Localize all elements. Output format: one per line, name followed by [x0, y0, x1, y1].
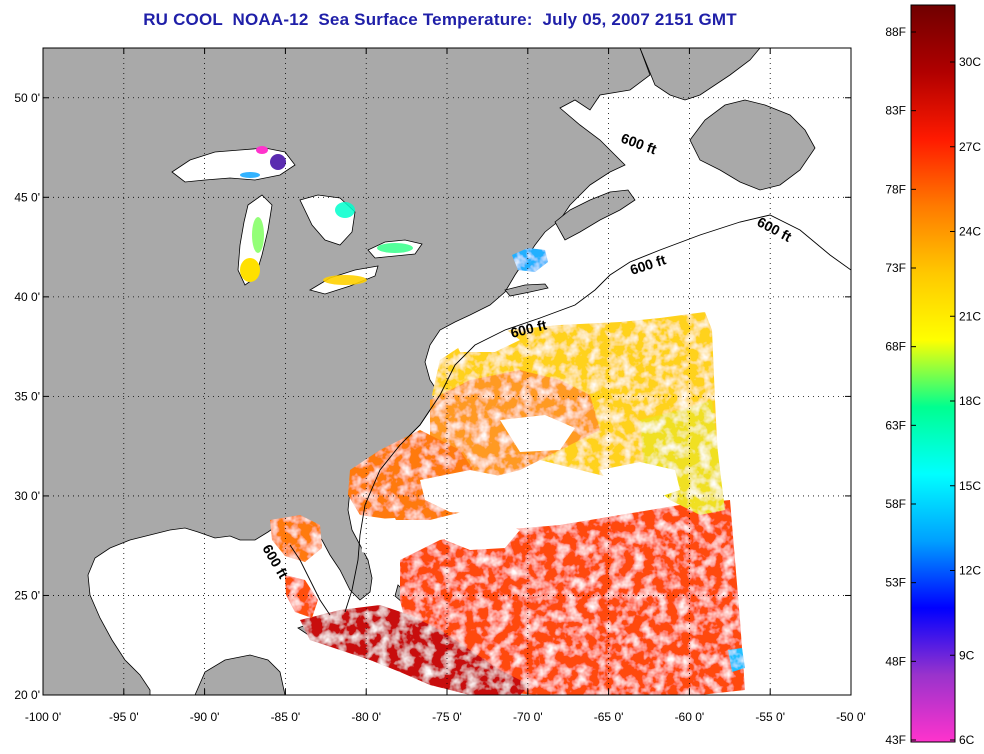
- lake-superior: [171, 147, 296, 183]
- colorbar-fahrenheit-labels: 88F 83F 78F 73F 68F 63F 58F 53F 48F 43F: [885, 25, 916, 747]
- lat-tick-label: 20 0': [14, 688, 40, 702]
- colorbar-f-label: 78F: [885, 182, 906, 196]
- colorbar-c-label: 18C: [959, 394, 981, 408]
- lon-tick-label: -80 0': [351, 710, 381, 724]
- longitude-axis-labels: -100 0' -95 0' -90 0' -85 0' -80 0' -75 0' -70…: [25, 710, 866, 724]
- lake-superior-sst-patch-3: [240, 172, 260, 178]
- sst-cold-coastal-patch: [512, 248, 548, 272]
- colorbar-c-label: 24C: [959, 225, 981, 239]
- colorbar: [910, 4, 956, 743]
- great-lakes: [171, 146, 423, 295]
- yucatan-land: [194, 654, 286, 695]
- lon-tick-label: -65 0': [594, 710, 624, 724]
- cloud-gap-5: [360, 518, 405, 560]
- colorbar-f-label: 88F: [885, 25, 906, 39]
- axis-ticks: [42, 48, 852, 696]
- lake-michigan-sst-patch: [240, 258, 260, 282]
- lon-tick-label: -90 0': [190, 710, 220, 724]
- colorbar-f-label: 68F: [885, 340, 906, 354]
- lake-erie-sst-patch: [323, 275, 367, 285]
- lon-tick-label: -85 0': [271, 710, 301, 724]
- lake-michigan-sst-patch-2: [252, 217, 264, 253]
- colorbar-c-label: 21C: [959, 309, 981, 323]
- cloud-gap-1: [420, 470, 520, 515]
- lat-tick-label: 50 0': [14, 91, 40, 105]
- lon-tick-label: -50 0': [836, 710, 866, 724]
- lat-tick-label: 45 0': [14, 190, 40, 204]
- sst-field: [270, 248, 745, 695]
- map-title: RU COOL NOAA-12 Sea Surface Temperature:…: [143, 10, 737, 29]
- lon-tick-label: -95 0': [109, 710, 139, 724]
- long-island-land: [504, 283, 549, 297]
- lat-tick-label: 30 0': [14, 489, 40, 503]
- sst-caribbean-deep-red: [300, 605, 530, 695]
- colorbar-f-label: 73F: [885, 261, 906, 275]
- lon-tick-label: -55 0': [755, 710, 785, 724]
- colorbar-f-label: 58F: [885, 497, 906, 511]
- lon-tick-label: -60 0': [675, 710, 705, 724]
- lon-tick-label: -70 0': [513, 710, 543, 724]
- lake-ontario-sst-patch: [377, 243, 413, 253]
- latitude-axis-labels: 20 0' 25 0' 30 0' 35 0' 40 0' 45 0' 50 0': [14, 91, 40, 702]
- colorbar-c-label: 15C: [959, 479, 981, 493]
- colorbar-c-label: 9C: [959, 648, 975, 662]
- colorbar-f-label: 43F: [885, 733, 906, 747]
- north-america-land: [43, 48, 651, 695]
- lake-superior-sst-patch: [270, 154, 286, 170]
- sst-gulf-of-mexico-orange: [270, 515, 322, 562]
- colorbar-f-label: 53F: [885, 576, 906, 590]
- cloud-gap-3: [500, 415, 575, 452]
- cloud-gap-4: [440, 515, 520, 550]
- lat-tick-label: 40 0': [14, 290, 40, 304]
- isobath-600ft-line: [289, 214, 851, 616]
- lon-tick-label: -100 0': [25, 710, 61, 724]
- cloud-gap-2: [600, 462, 680, 500]
- colorbar-f-label: 48F: [885, 654, 906, 668]
- lake-superior-sst-patch-2: [256, 146, 268, 154]
- colorbar-f-label: 63F: [885, 418, 906, 432]
- lon-tick-label: -75 0': [432, 710, 462, 724]
- sst-cold-patch-south: [728, 648, 745, 672]
- colorbar-f-label: 83F: [885, 104, 906, 118]
- colorbar-c-label: 12C: [959, 564, 981, 578]
- colorbar-celsius-labels: 30C 27C 24C 21C 18C 15C 12C 9C 6C: [950, 55, 981, 747]
- sst-florida-straits: [285, 575, 318, 618]
- colorbar-c-label: 30C: [959, 55, 981, 69]
- newfoundland-land: [689, 99, 816, 191]
- colorbar-c-label: 27C: [959, 140, 981, 154]
- nova-scotia-land: [554, 189, 636, 241]
- lat-tick-label: 25 0': [14, 588, 40, 602]
- colorbar-c-label: 6C: [959, 733, 975, 747]
- lake-huron-sst-patch: [335, 202, 355, 218]
- labrador-land: [639, 48, 761, 101]
- isobath-600ft: [289, 214, 851, 616]
- lat-tick-label: 35 0': [14, 389, 40, 403]
